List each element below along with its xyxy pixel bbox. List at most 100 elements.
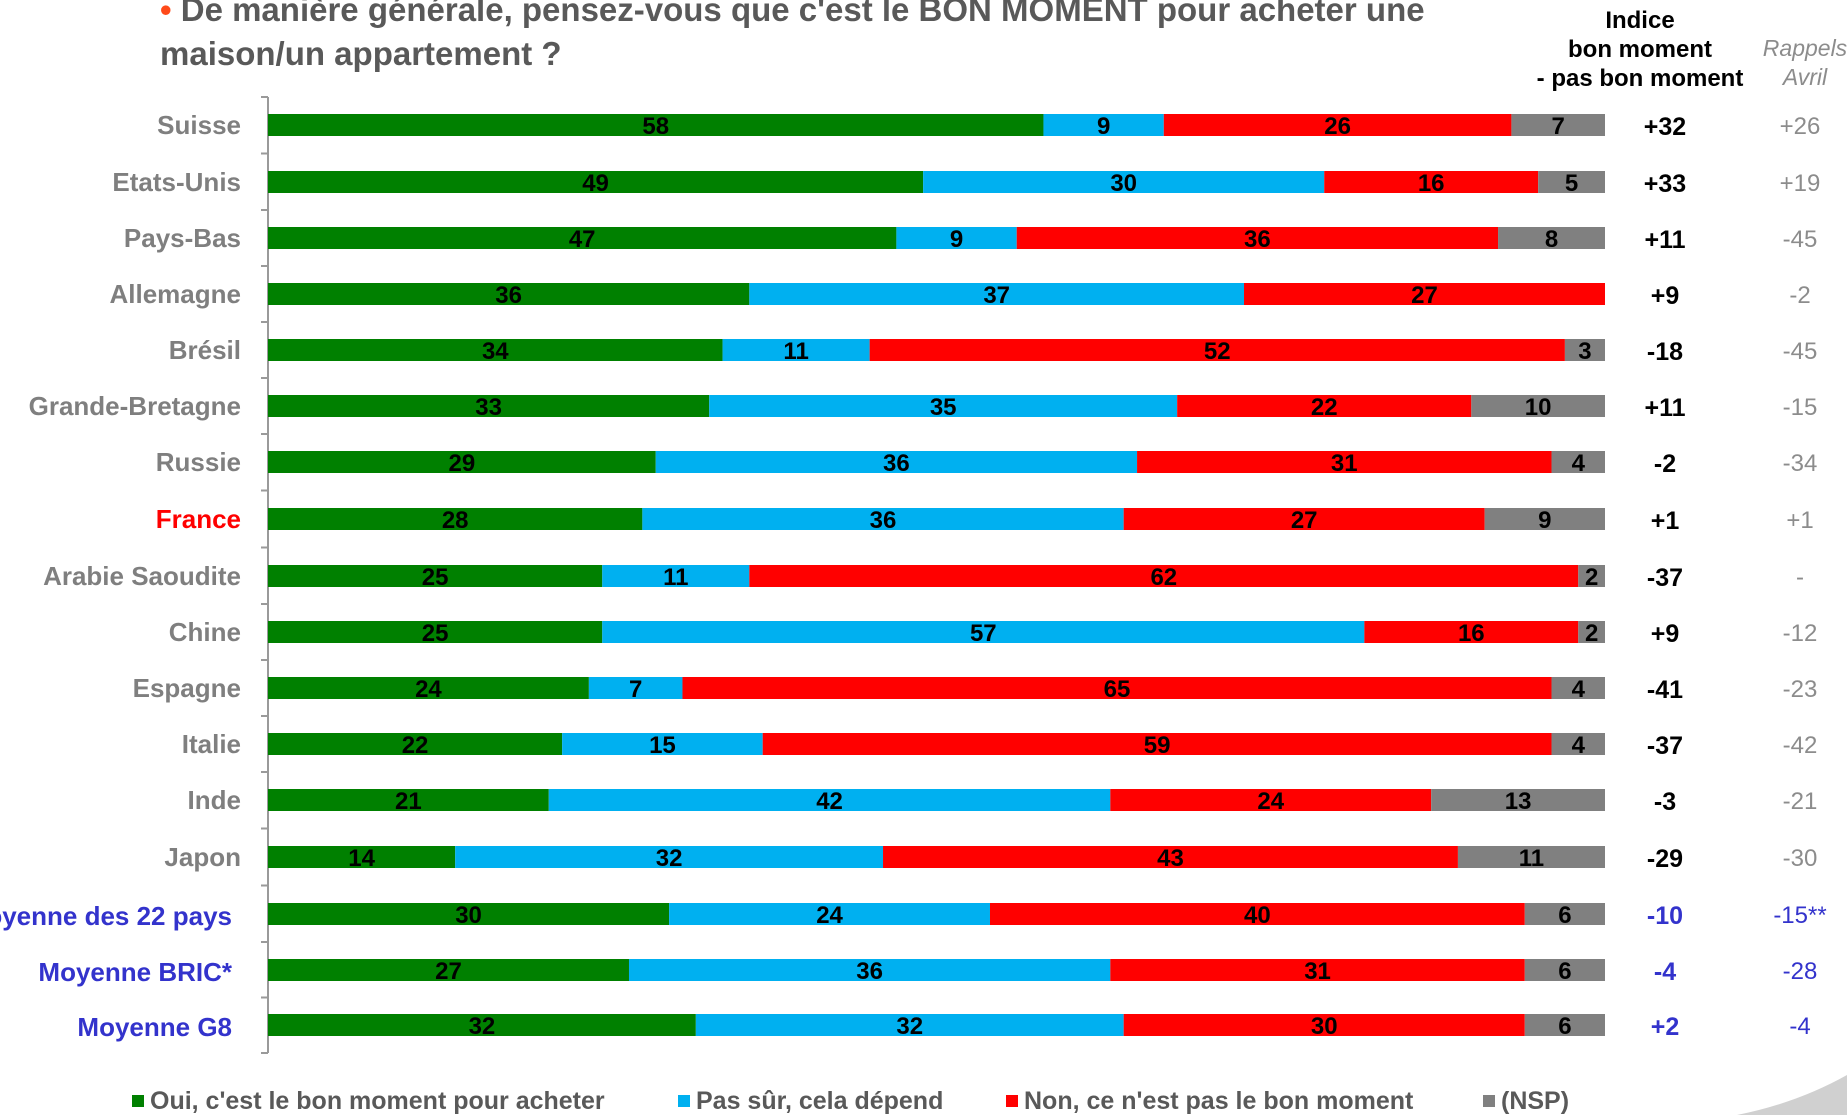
category-label: Italie [182,729,241,759]
data-label-non: 59 [1144,732,1171,759]
data-label-oui: 29 [449,450,476,477]
data-label-non: 24 [1257,788,1284,815]
legend-item-non: Non, ce n'est pas le bon moment [1006,1086,1413,1116]
index-header-line3: - pas bon moment [1536,65,1744,92]
data-label-oui: 58 [642,113,669,140]
data-label-pas_sur: 9 [950,226,963,253]
rappel-value: -15 [1783,394,1818,421]
data-label-pas_sur: 57 [970,620,997,647]
legend-label-non: Non, ce n'est pas le bon moment [1024,1087,1414,1115]
index-value: -2 [1654,450,1676,478]
category-label: Arabie Saoudite [43,561,241,591]
bar-row-france: France 28 36 27 9 +1 +1 [156,504,1814,535]
bar-row-chine: Chine 25 57 16 2 +9 -12 [169,617,1818,648]
bar-segment-nsp [1524,1014,1605,1036]
bar-segment-pas_sur [628,959,1111,981]
index-value: -3 [1654,788,1676,816]
rappel-value: -45 [1783,226,1818,253]
legend-swatch-oui [132,1095,144,1107]
data-label-nsp: 6 [1558,958,1571,985]
category-label: France [156,504,241,534]
data-label-pas_sur: 9 [1097,113,1110,140]
bar-segment-nsp [1524,903,1605,925]
title-text: De manière générale, pensez-vous que c'e… [160,0,1425,72]
bar-segment-pas_sur [896,227,1017,249]
bar-segment-oui [268,508,643,530]
bar-segment-non [989,903,1525,925]
category-label: Brésil [169,335,241,365]
bar-segment-nsp [1578,621,1605,643]
data-label-nsp: 4 [1572,732,1586,759]
title-bullet: • [160,0,172,28]
data-label-pas_sur: 42 [816,788,843,815]
bar-segment-non [883,846,1458,868]
data-label-non: 27 [1291,507,1318,534]
bar-segment-pas_sur [642,508,1124,530]
data-label-pas_sur: 35 [930,394,957,421]
data-label-oui: 30 [455,902,482,929]
data-label-nsp: 4 [1572,676,1586,703]
bar-segment-non [1110,789,1432,811]
rappel-value: - [1796,564,1804,591]
index-value: +9 [1651,620,1680,648]
bar-row-moyenne-des-22-pays: Moyenne des 22 pays 30 24 40 6 -10 -15** [0,901,1827,931]
bar-segment-non [762,733,1552,755]
bar-segment-non [1364,621,1579,643]
data-label-non: 36 [1244,226,1271,253]
data-label-oui: 28 [442,507,469,534]
data-label-oui: 36 [495,282,522,309]
data-label-oui: 22 [402,732,429,759]
bar-segment-nsp [1551,451,1605,473]
data-label-pas_sur: 36 [856,958,883,985]
bar-segment-oui [268,339,723,361]
bar-segment-oui [268,903,670,925]
bar-row-moyenne-g8: Moyenne G8 32 32 30 6 +2 -4 [77,1012,1810,1042]
bar-segment-non [1016,227,1499,249]
data-label-pas_sur: 36 [883,450,910,477]
data-label-non: 62 [1150,564,1177,591]
rappel-value: +26 [1780,113,1821,140]
data-label-pas_sur: 24 [816,902,843,929]
bar-segment-oui [268,171,924,193]
category-label: Moyenne des 22 pays [0,901,232,931]
data-label-non: 16 [1418,170,1445,197]
data-label-oui: 27 [435,958,462,985]
data-label-oui: 25 [422,620,449,647]
bar-segment-nsp [1457,846,1605,868]
bar-segment-non [749,565,1579,587]
data-label-nsp: 9 [1538,507,1551,534]
data-label-oui: 34 [482,338,509,365]
index-header-line2: bon moment [1568,36,1712,63]
data-label-non: 31 [1304,958,1331,985]
data-label-nsp: 6 [1558,902,1571,929]
bar-segment-nsp [1511,114,1605,136]
bar-row-russie: Russie 29 36 31 4 -2 -34 [156,447,1818,478]
legend-swatch-non [1006,1095,1018,1107]
bar-segment-nsp [1551,733,1605,755]
category-label: Suisse [157,110,241,140]
data-label-non: 27 [1411,282,1438,309]
data-label-oui: 21 [395,788,422,815]
index-value: +11 [1644,226,1685,254]
bar-row-bresil: Brésil 34 11 52 3 -18 -45 [169,335,1818,366]
data-label-pas_sur: 7 [629,676,642,703]
bar-segment-oui [268,395,710,417]
bar-segment-non [1123,1014,1525,1036]
bar-segment-non [1177,395,1472,417]
bar-segment-oui [268,227,897,249]
bar-segment-nsp [1484,508,1605,530]
bar-row-arabie-saoudite: Arabie Saoudite 25 11 62 2 -37 - [43,561,1804,592]
data-label-oui: 14 [348,845,375,872]
bar-segment-nsp [1471,395,1605,417]
bar-segment-nsp [1498,227,1605,249]
index-value: -37 [1647,732,1683,760]
bar-row-italie: Italie 22 15 59 4 -37 -42 [182,729,1818,760]
bar-segment-oui [268,677,589,699]
data-label-oui: 25 [422,564,449,591]
chart-title: • De manière générale, pensez-vous que c… [160,0,1560,76]
rappel-value: -2 [1789,282,1810,309]
legend-label-nsp: (NSP) [1501,1087,1570,1115]
bar-segment-oui [268,283,750,305]
rappel-value: -15** [1773,902,1826,929]
